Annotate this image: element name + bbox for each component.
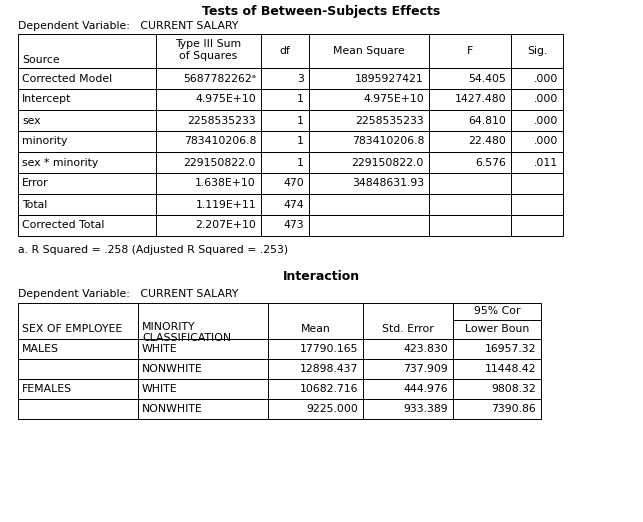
Bar (18, 359, 541, 379)
Text: NONWHITE: NONWHITE (142, 364, 203, 374)
Text: 7390.86: 7390.86 (491, 404, 536, 414)
Text: 473: 473 (284, 220, 304, 231)
Text: 1.638E+10: 1.638E+10 (195, 179, 256, 188)
Bar (18, 339, 541, 359)
Text: 4.975E+10: 4.975E+10 (363, 94, 424, 104)
Text: .000: .000 (534, 136, 558, 147)
Text: 6.576: 6.576 (475, 158, 506, 168)
Text: .000: .000 (534, 115, 558, 125)
Text: 34848631.93: 34848631.93 (352, 179, 424, 188)
Text: sex * minority: sex * minority (22, 158, 98, 168)
Bar (18, 194, 563, 215)
Text: Corrected Model: Corrected Model (22, 74, 112, 84)
Text: 423.830: 423.830 (403, 344, 448, 354)
Text: Std. Error: Std. Error (382, 325, 434, 335)
Text: 1895927421: 1895927421 (355, 74, 424, 84)
Text: Sig.: Sig. (527, 46, 547, 56)
Bar (18, 173, 563, 194)
Text: 17790.165: 17790.165 (300, 344, 358, 354)
Text: NONWHITE: NONWHITE (142, 404, 203, 414)
Text: .000: .000 (534, 94, 558, 104)
Bar (18, 215, 563, 236)
Bar (18, 152, 563, 173)
Text: 2258535233: 2258535233 (187, 115, 256, 125)
Text: 2.207E+10: 2.207E+10 (195, 220, 256, 231)
Text: Source: Source (22, 55, 60, 65)
Text: CLASSIFICATION: CLASSIFICATION (142, 333, 231, 343)
Text: 474: 474 (284, 199, 304, 209)
Text: WHITE: WHITE (142, 344, 177, 354)
Text: Mean: Mean (301, 325, 331, 335)
Text: 1: 1 (297, 158, 304, 168)
Bar (18, 399, 541, 419)
Text: Corrected Total: Corrected Total (22, 220, 104, 231)
Text: .000: .000 (534, 74, 558, 84)
Text: Error: Error (22, 179, 49, 188)
Text: 64.810: 64.810 (468, 115, 506, 125)
Text: Dependent Variable:   CURRENT SALARY: Dependent Variable: CURRENT SALARY (18, 289, 239, 299)
Text: a. R Squared = .258 (Adjusted R Squared = .253): a. R Squared = .258 (Adjusted R Squared … (18, 245, 288, 255)
Bar (18, 131, 563, 152)
Text: Type III Sum: Type III Sum (176, 39, 242, 49)
Text: .011: .011 (534, 158, 558, 168)
Bar (18, 68, 563, 89)
Bar (18, 34, 563, 68)
Text: 3: 3 (297, 74, 304, 84)
Text: Lower Boun: Lower Boun (465, 325, 529, 335)
Bar (18, 89, 563, 110)
Text: MINORITY: MINORITY (142, 322, 195, 332)
Text: 2258535233: 2258535233 (355, 115, 424, 125)
Bar (18, 110, 563, 131)
Text: 22.480: 22.480 (468, 136, 506, 147)
Text: 16957.32: 16957.32 (484, 344, 536, 354)
Text: Interaction: Interaction (282, 270, 359, 283)
Bar (18, 379, 541, 399)
Text: 933.389: 933.389 (403, 404, 448, 414)
Text: Total: Total (22, 199, 47, 209)
Text: 470: 470 (284, 179, 304, 188)
Text: 54.405: 54.405 (468, 74, 506, 84)
Text: 1: 1 (297, 136, 304, 147)
Text: F: F (467, 46, 473, 56)
Text: 9225.000: 9225.000 (306, 404, 358, 414)
Text: Tests of Between-Subjects Effects: Tests of Between-Subjects Effects (202, 6, 440, 18)
Text: WHITE: WHITE (142, 384, 177, 394)
Text: 229150822.0: 229150822.0 (352, 158, 424, 168)
Text: FEMALES: FEMALES (22, 384, 72, 394)
Text: 4.975E+10: 4.975E+10 (195, 94, 256, 104)
Text: 1: 1 (297, 94, 304, 104)
Text: df: df (280, 46, 291, 56)
Text: 783410206.8: 783410206.8 (184, 136, 256, 147)
Text: MALES: MALES (22, 344, 59, 354)
Text: SEX OF EMPLOYEE: SEX OF EMPLOYEE (22, 325, 122, 335)
Text: Dependent Variable:   CURRENT SALARY: Dependent Variable: CURRENT SALARY (18, 21, 239, 31)
Text: 1427.480: 1427.480 (455, 94, 506, 104)
Text: Intercept: Intercept (22, 94, 71, 104)
Text: 783410206.8: 783410206.8 (352, 136, 424, 147)
Text: 11448.42: 11448.42 (484, 364, 536, 374)
Text: minority: minority (22, 136, 68, 147)
Text: 12898.437: 12898.437 (300, 364, 358, 374)
Text: 444.976: 444.976 (403, 384, 448, 394)
Text: 5687782262ᵃ: 5687782262ᵃ (183, 74, 256, 84)
Text: 95% Cor: 95% Cor (474, 306, 520, 316)
Text: 229150822.0: 229150822.0 (184, 158, 256, 168)
Bar (18, 303, 541, 339)
Text: of Squares: of Squares (179, 51, 238, 61)
Text: Mean Square: Mean Square (333, 46, 405, 56)
Text: 10682.716: 10682.716 (300, 384, 358, 394)
Text: 1: 1 (297, 115, 304, 125)
Text: 9808.32: 9808.32 (491, 384, 536, 394)
Text: sex: sex (22, 115, 41, 125)
Text: 1.119E+11: 1.119E+11 (195, 199, 256, 209)
Text: 737.909: 737.909 (403, 364, 448, 374)
